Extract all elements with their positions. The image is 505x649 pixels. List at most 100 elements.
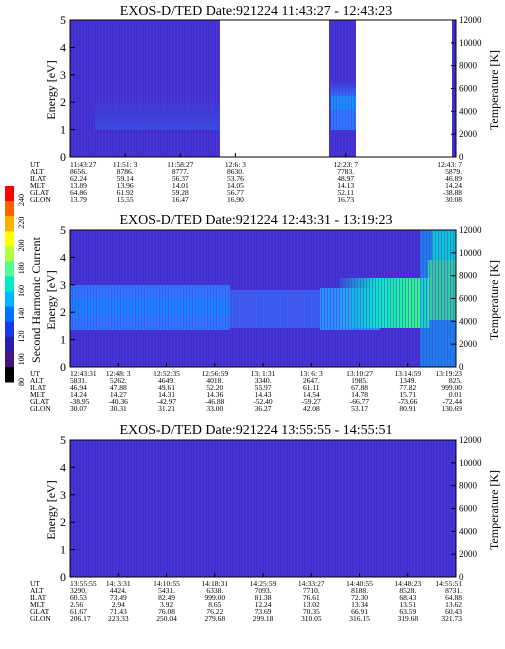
ephemeris-row-label: GLON (30, 404, 51, 413)
ephemeris-value: -73.66 (398, 397, 418, 406)
y-tick-label: 2 (60, 95, 66, 109)
ephemeris-value: 11:51: 3 (113, 160, 138, 169)
ephemeris-value: 1349. (399, 376, 416, 385)
y2-tick-label: 12000 (459, 225, 482, 235)
ephemeris-row-label: GLAT (30, 188, 50, 197)
panel-2-axes: 0 1 2 3 4 5 0 2000 4000 6000 8000 10000 12000 (60, 223, 482, 374)
ephemeris-value: 64.88 (445, 593, 462, 602)
colorbar-cell (5, 276, 14, 293)
ephemeris-value: 81.38 (255, 593, 272, 602)
ephemeris-value: 6338. (206, 586, 223, 595)
ephemeris-value: 2.94 (112, 600, 125, 609)
panel-1-axes: 0 1 2 3 4 5 0 2000 4000 6000 8000 10000 12000 (60, 13, 482, 164)
ephemeris-value: 14.27 (110, 390, 127, 399)
panel-2-y2label: Temperature [K] (487, 260, 501, 340)
ephemeris-value: 46.94 (70, 383, 87, 392)
ephemeris-value: 8188. (351, 586, 368, 595)
panel-2: EXOS-D/TED Date:921224 12:43:31 - 13:19:… (30, 213, 501, 413)
ephemeris-value: 52.20 (206, 383, 223, 392)
ephemeris-value: 999.00 (441, 383, 462, 392)
colorbar-cell (5, 336, 14, 353)
ephemeris-row-label: ALT (30, 167, 44, 176)
ephemeris-value: 31.21 (158, 404, 175, 413)
ephemeris-value: 8656. (70, 167, 87, 176)
ephemeris-value: 30.08 (445, 195, 462, 204)
ephemeris-value: 14:48:23 (394, 579, 421, 588)
ephemeris-row-label: MLT (30, 390, 46, 399)
ephemeris-value: -66.77 (350, 397, 370, 406)
ephemeris-value: 8786. (117, 167, 134, 176)
y2-tick-label: 0 (459, 572, 464, 582)
ephemeris-value: 14.24 (70, 390, 87, 399)
ephemeris-value: 8731. (445, 586, 462, 595)
y-tick-label: 0 (60, 150, 66, 164)
panel-1-title: EXOS-D/TED Date:921224 11:43:27 - 12:43:… (120, 4, 392, 19)
colorbar-cell (5, 186, 14, 202)
ephemeris-value: 11:43:27 (70, 160, 97, 169)
ephemeris-value: 77.82 (399, 383, 416, 392)
y2-tick-label: 0 (459, 152, 464, 162)
panel-1-plot (70, 20, 456, 157)
ephemeris-value: 12:48: 3 (106, 369, 131, 378)
ephemeris-value: 76.61 (303, 593, 320, 602)
ephemeris-value: 76.22 (206, 607, 223, 616)
ephemeris-value: 33.00 (206, 404, 223, 413)
ephemeris-value: 72.30 (351, 593, 368, 602)
ephemeris-value: 15.71 (399, 390, 416, 399)
colorbar-tick-label: 180 (17, 262, 26, 274)
y2-tick-label: 4000 (459, 526, 478, 536)
ephemeris-value: 66.91 (351, 607, 368, 616)
y-tick-label: 3 (60, 488, 66, 502)
ephemeris-value: 30.31 (110, 404, 127, 413)
ephemeris-value: 73.69 (255, 607, 272, 616)
ephemeris-value: 14.43 (255, 390, 272, 399)
y-tick-label: 3 (60, 278, 66, 292)
ephemeris-value: -46.88 (205, 397, 225, 406)
panel-3-ephemeris: UTALTILATMLTGLATGLON13:55:553290.60.532.… (30, 573, 462, 623)
ephemeris-value: 61.11 (303, 383, 320, 392)
ephemeris-value: 67.88 (351, 383, 368, 392)
y2-tick-label: 10000 (459, 458, 482, 468)
ephemeris-value: 130.69 (441, 404, 462, 413)
ephemeris-value: 7783. (337, 167, 354, 176)
ephemeris-value: 14:33:27 (298, 579, 325, 588)
ephemeris-value: 13.62 (445, 600, 462, 609)
ephemeris-value: 62.24 (70, 174, 87, 183)
panel-1-y2label: Temperature [K] (487, 50, 501, 130)
colorbar-tick-label: 100 (17, 353, 26, 365)
ephemeris-value: -38.88 (443, 188, 463, 197)
ephemeris-value: 223.33 (108, 614, 129, 623)
ephemeris-row-label: GLAT (30, 397, 50, 406)
ephemeris-row-label: UT (30, 579, 40, 588)
ephemeris-value: 63.59 (399, 607, 416, 616)
ephemeris-value: 53.76 (227, 174, 244, 183)
y2-tick-label: 4000 (459, 316, 478, 326)
y-tick-label: 5 (60, 433, 66, 447)
colorbar-cell (5, 201, 14, 217)
y2-tick-label: 6000 (459, 504, 478, 514)
panel-2-ephemeris: UTALTILATMLTGLATGLON12:43:315831.46.9414… (30, 363, 462, 413)
colorbar-cell (5, 366, 14, 383)
ephemeris-value: -72.44 (443, 397, 463, 406)
ephemeris-value: -40.36 (109, 397, 129, 406)
ephemeris-value: 12:6: 3 (225, 160, 246, 169)
ephemeris-value: 14: 3:31 (106, 579, 131, 588)
y-tick-label: 0 (60, 360, 66, 374)
ephemeris-value: 82.49 (158, 593, 175, 602)
y-tick-label: 1 (60, 123, 66, 137)
colorbar-cell (5, 351, 14, 368)
ephemeris-value: 825. (449, 376, 462, 385)
ephemeris-row-label: ALT (30, 376, 44, 385)
y2-tick-label: 12000 (459, 15, 482, 25)
ephemeris-value: 16.73 (337, 195, 354, 204)
ephemeris-value: 16.90 (227, 195, 244, 204)
ephemeris-value: 13.02 (303, 600, 320, 609)
ephemeris-value: 316.15 (349, 614, 370, 623)
ephemeris-value: 64.86 (70, 188, 87, 197)
y-tick-label: 5 (60, 223, 66, 237)
ephemeris-row-label: GLON (30, 195, 51, 204)
ephemeris-row-label: UT (30, 160, 40, 169)
ephemeris-row-label: GLAT (30, 607, 50, 616)
panel-3-y2label: Temperature [K] (487, 470, 501, 550)
